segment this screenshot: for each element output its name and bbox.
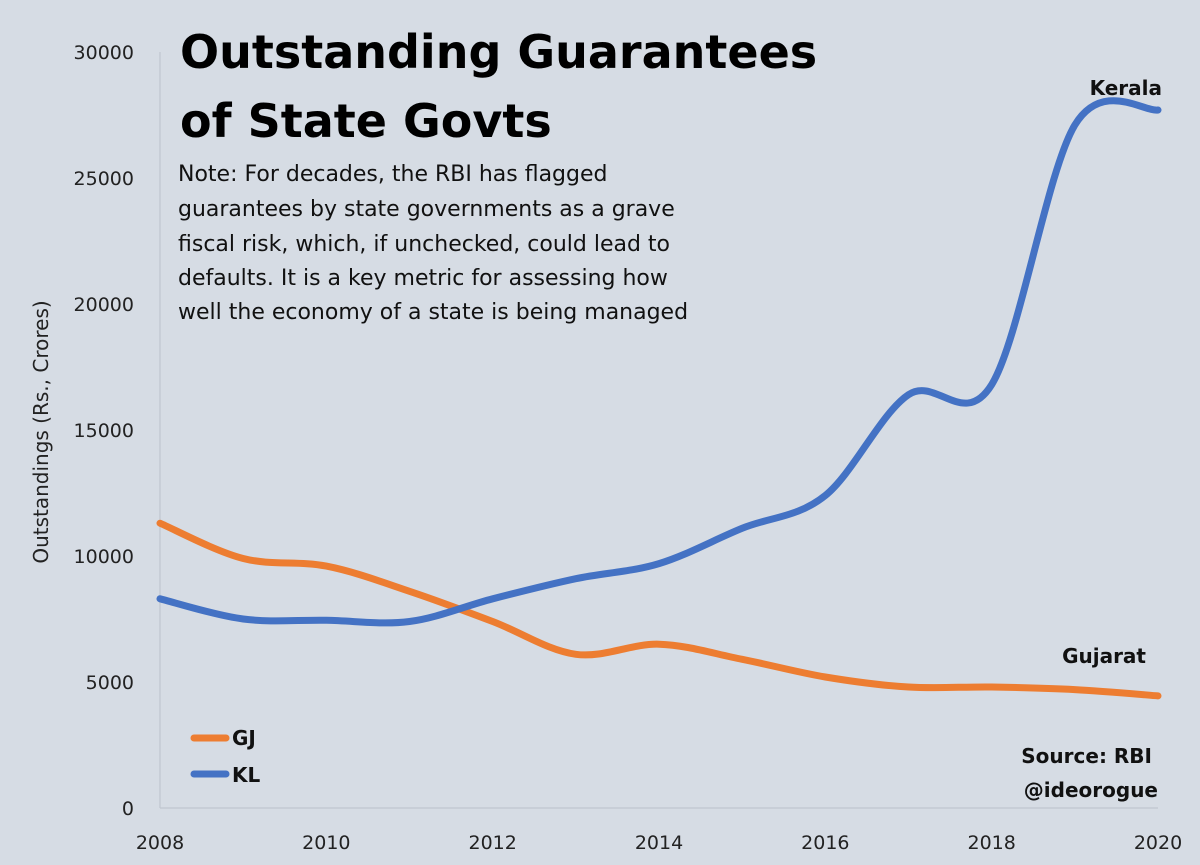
legend: GJ KL: [190, 726, 260, 787]
x-tick-label: 2008: [136, 832, 184, 854]
chart-title-line-2: of State Govts: [180, 94, 552, 148]
y-tick-label: 0: [122, 798, 134, 820]
y-tick-label: 25000: [74, 168, 134, 190]
note-line-1: Note: For decades, the RBI has flagged: [178, 162, 607, 187]
x-tick-label: 2012: [468, 832, 516, 854]
note-line-3: fiscal risk, which, if unchecked, could …: [178, 232, 670, 257]
y-axis-label: Outstandings (Rs., Crores): [29, 300, 53, 563]
chart-title-line-1: Outstanding Guarantees: [180, 25, 817, 79]
series-line-gj: [156, 519, 1162, 700]
series-line-kl: [156, 97, 1162, 627]
series-end-label-gujarat: Gujarat: [1062, 644, 1146, 668]
note-line-5: well the economy of a state is being man…: [178, 300, 688, 325]
y-tick-label: 5000: [86, 672, 134, 694]
legend-label-kl: KL: [232, 763, 260, 787]
note-line-4: defaults. It is a key metric for assessi…: [178, 266, 668, 291]
x-tick-label: 2014: [635, 832, 683, 854]
y-tick-label: 30000: [74, 42, 134, 64]
x-tick-label: 2018: [967, 832, 1015, 854]
x-tick-label: 2010: [302, 832, 350, 854]
source-line-2: @ideorogue: [1024, 778, 1158, 802]
y-tick-label: 15000: [74, 420, 134, 442]
series-lines: [156, 97, 1162, 700]
source-line-1: Source: RBI: [1021, 744, 1152, 768]
y-tick-labels: 0 5000 10000 15000 20000 25000 30000: [74, 42, 134, 820]
note-line-2: guarantees by state governments as a gra…: [178, 197, 675, 222]
series-end-label-kerala: Kerala: [1090, 76, 1162, 100]
x-tick-labels: 2008 2010 2012 2014 2016 2018 2020: [136, 832, 1182, 854]
x-tick-label: 2016: [801, 832, 849, 854]
y-tick-label: 20000: [74, 294, 134, 316]
legend-label-gj: GJ: [232, 726, 256, 750]
x-tick-label: 2020: [1134, 832, 1182, 854]
y-tick-label: 10000: [74, 546, 134, 568]
